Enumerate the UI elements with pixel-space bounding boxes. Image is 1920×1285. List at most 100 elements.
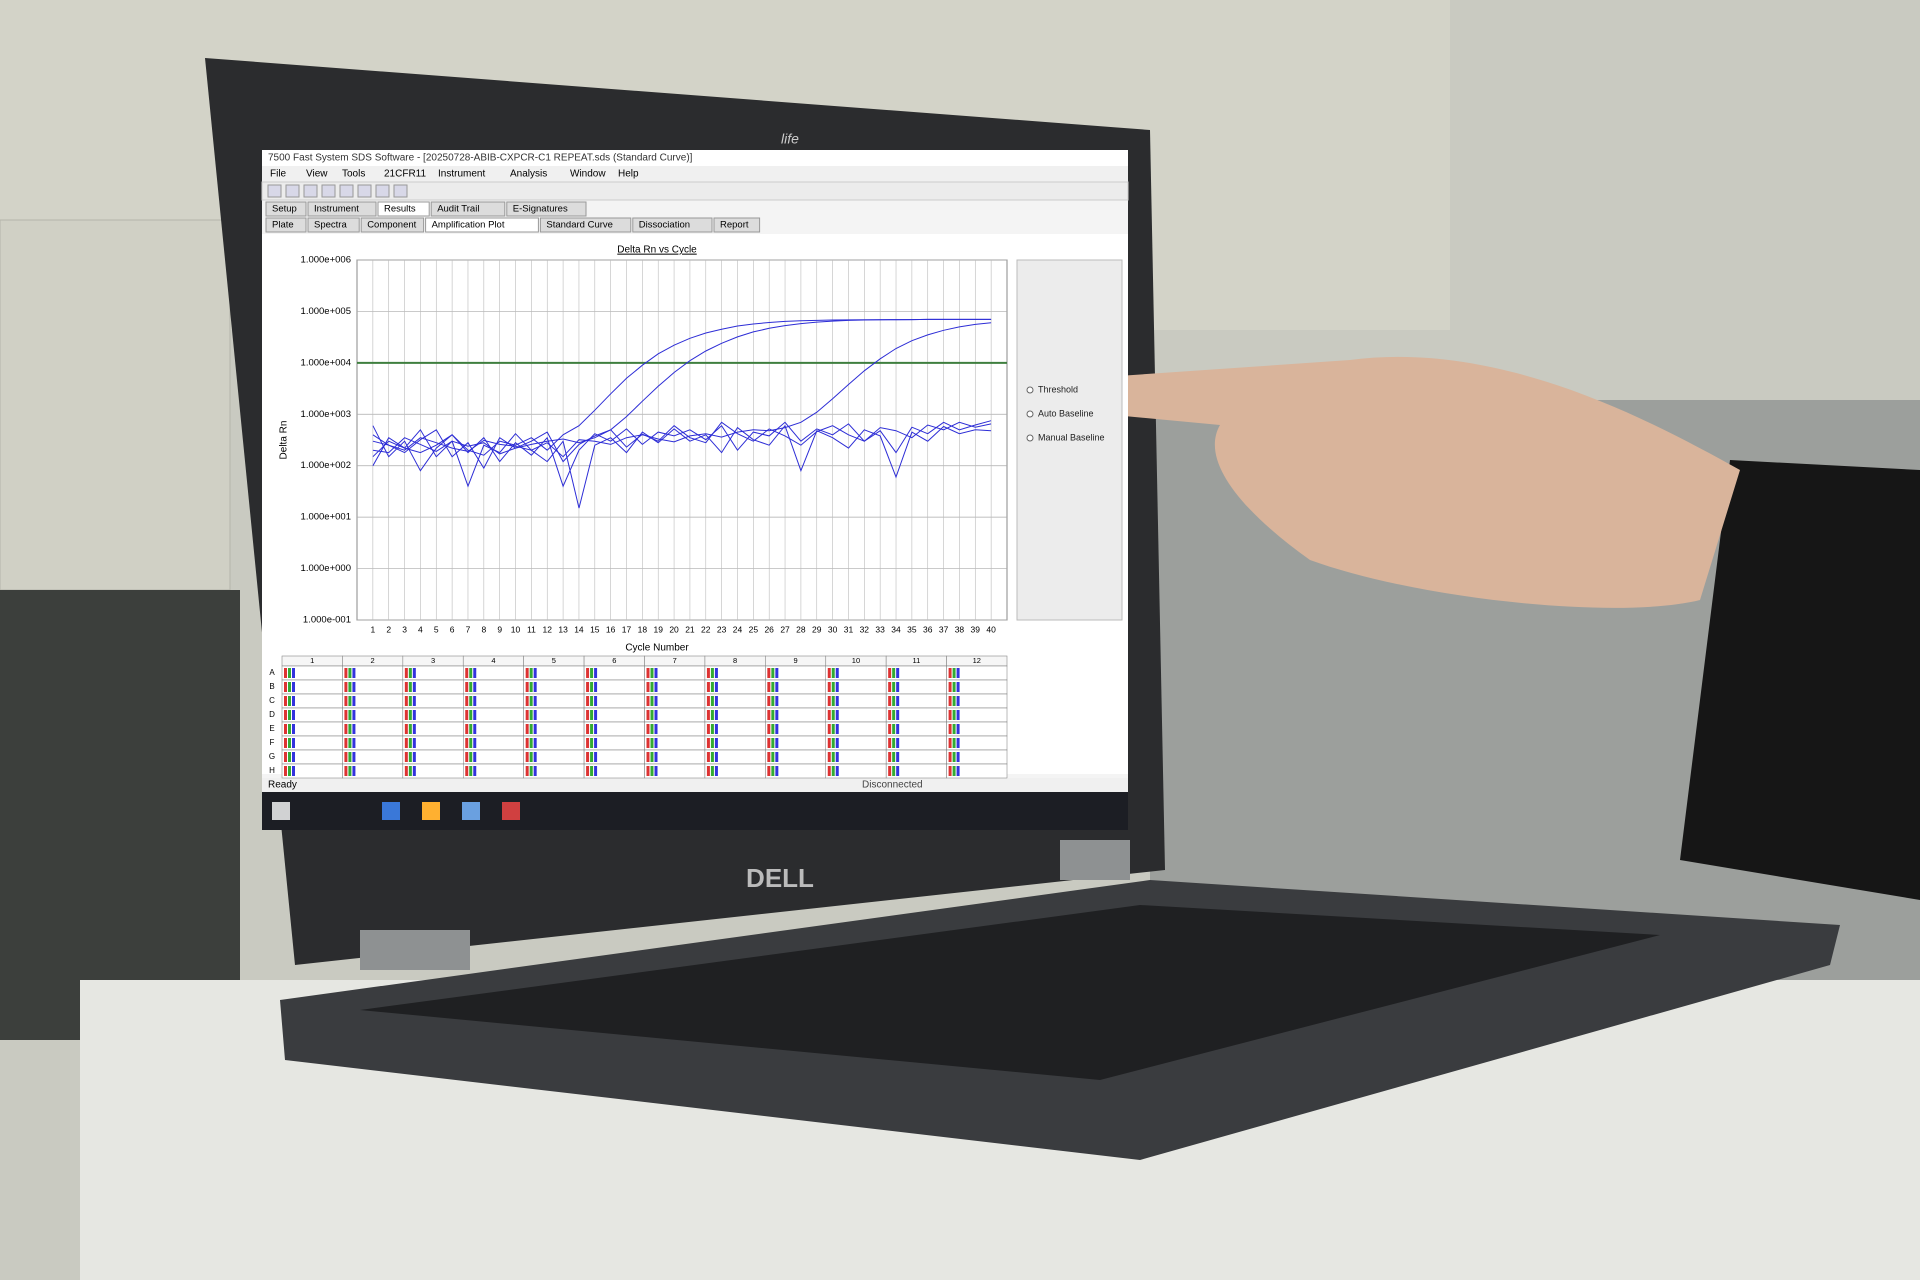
plate-well[interactable] — [644, 763, 706, 779]
plate-well[interactable] — [765, 721, 827, 737]
plate-well[interactable] — [281, 679, 343, 695]
plate-well[interactable] — [704, 735, 766, 751]
plate-well[interactable] — [342, 693, 404, 709]
taskbar-icon[interactable] — [422, 802, 440, 820]
menu-item[interactable]: Help — [618, 169, 639, 180]
plate-well[interactable] — [885, 749, 947, 765]
tab[interactable] — [307, 201, 377, 217]
toolbar-button[interactable] — [393, 184, 408, 198]
tab-label[interactable]: Results — [384, 204, 416, 215]
plate-well[interactable] — [644, 721, 706, 737]
plate-well[interactable] — [342, 735, 404, 751]
plate-well[interactable] — [704, 749, 766, 765]
tab[interactable] — [360, 217, 425, 233]
plate-well[interactable] — [281, 763, 343, 779]
plate-well[interactable] — [825, 707, 887, 723]
plate-well[interactable] — [402, 763, 464, 779]
plate-well[interactable] — [523, 707, 585, 723]
tab[interactable] — [713, 217, 761, 233]
plate-well[interactable] — [523, 693, 585, 709]
plate-well[interactable] — [523, 735, 585, 751]
plate-well[interactable] — [946, 763, 1008, 779]
toolbar-button[interactable] — [339, 184, 354, 198]
tab[interactable] — [307, 217, 360, 233]
toolbar-button[interactable] — [267, 184, 282, 198]
plate-well[interactable] — [885, 721, 947, 737]
plate-well[interactable] — [644, 735, 706, 751]
plate-well[interactable] — [463, 735, 524, 751]
plate-well[interactable] — [946, 693, 1008, 709]
menu-item[interactable]: Window — [570, 169, 606, 180]
tab-label[interactable]: Dissociation — [639, 220, 690, 231]
tab[interactable] — [265, 201, 307, 217]
plate-well[interactable] — [885, 763, 947, 779]
plate-well[interactable] — [402, 693, 464, 709]
plate-well[interactable] — [765, 707, 827, 723]
plate-well[interactable] — [885, 693, 947, 709]
taskbar-icon[interactable] — [382, 802, 400, 820]
plate-well[interactable] — [463, 749, 524, 765]
plate-well[interactable] — [402, 665, 464, 681]
plate-well[interactable] — [825, 665, 887, 681]
tab-label[interactable]: Spectra — [314, 220, 347, 231]
tab[interactable] — [506, 201, 587, 217]
plate-well[interactable] — [825, 679, 887, 695]
option-marker[interactable] — [1026, 434, 1034, 442]
plate-well[interactable] — [704, 665, 766, 681]
plate-well[interactable] — [704, 721, 766, 737]
plate-well[interactable] — [463, 693, 524, 709]
plate-well[interactable] — [885, 679, 947, 695]
tab-label[interactable]: Audit Trail — [437, 204, 479, 215]
plate-well[interactable] — [946, 721, 1008, 737]
plate-well[interactable] — [281, 735, 343, 751]
option-marker[interactable] — [1026, 410, 1034, 418]
menu-item[interactable]: View — [306, 169, 328, 180]
tab[interactable] — [539, 217, 632, 233]
plate-well[interactable] — [281, 693, 343, 709]
plate-well[interactable] — [402, 679, 464, 695]
plate-well[interactable] — [583, 679, 645, 695]
tab-label[interactable]: Instrument — [314, 204, 359, 215]
plate-well[interactable] — [825, 763, 887, 779]
tab-label[interactable]: Plate — [272, 220, 294, 231]
plate-well[interactable] — [523, 749, 585, 765]
plate-well[interactable] — [946, 707, 1008, 723]
plate-well[interactable] — [765, 749, 827, 765]
plate-well[interactable] — [402, 707, 464, 723]
plate-well[interactable] — [463, 679, 524, 695]
plate-well[interactable] — [825, 693, 887, 709]
plate-well[interactable] — [463, 721, 524, 737]
plate-well[interactable] — [583, 735, 645, 751]
taskbar-icon[interactable] — [502, 802, 520, 820]
taskbar-icon[interactable] — [462, 802, 480, 820]
plate-well[interactable] — [523, 665, 585, 681]
plate-well[interactable] — [402, 721, 464, 737]
plate-well[interactable] — [885, 735, 947, 751]
plate-well[interactable] — [885, 665, 947, 681]
tab-label[interactable]: Standard Curve — [546, 220, 613, 231]
plate-well[interactable] — [825, 735, 887, 751]
plate-well[interactable] — [583, 707, 645, 723]
tab[interactable] — [377, 201, 430, 217]
plate-well[interactable] — [523, 679, 585, 695]
plate-well[interactable] — [281, 749, 343, 765]
plate-well[interactable] — [765, 693, 827, 709]
plate-well[interactable] — [583, 763, 645, 779]
plate-well[interactable] — [946, 749, 1008, 765]
plate-well[interactable] — [583, 749, 645, 765]
plate-well[interactable] — [704, 693, 766, 709]
plate-well[interactable] — [946, 679, 1008, 695]
plate-well[interactable] — [342, 763, 404, 779]
plate-well[interactable] — [463, 665, 524, 681]
toolbar-button[interactable] — [375, 184, 390, 198]
plate-well[interactable] — [765, 763, 827, 779]
plate-well[interactable] — [825, 749, 887, 765]
toolbar-button[interactable] — [285, 184, 300, 198]
plate-well[interactable] — [825, 721, 887, 737]
plate-well[interactable] — [946, 735, 1008, 751]
plate-well[interactable] — [523, 721, 585, 737]
toolbar-button[interactable] — [321, 184, 336, 198]
plate-well[interactable] — [704, 763, 766, 779]
start-button[interactable] — [272, 802, 290, 820]
plate-well[interactable] — [402, 735, 464, 751]
